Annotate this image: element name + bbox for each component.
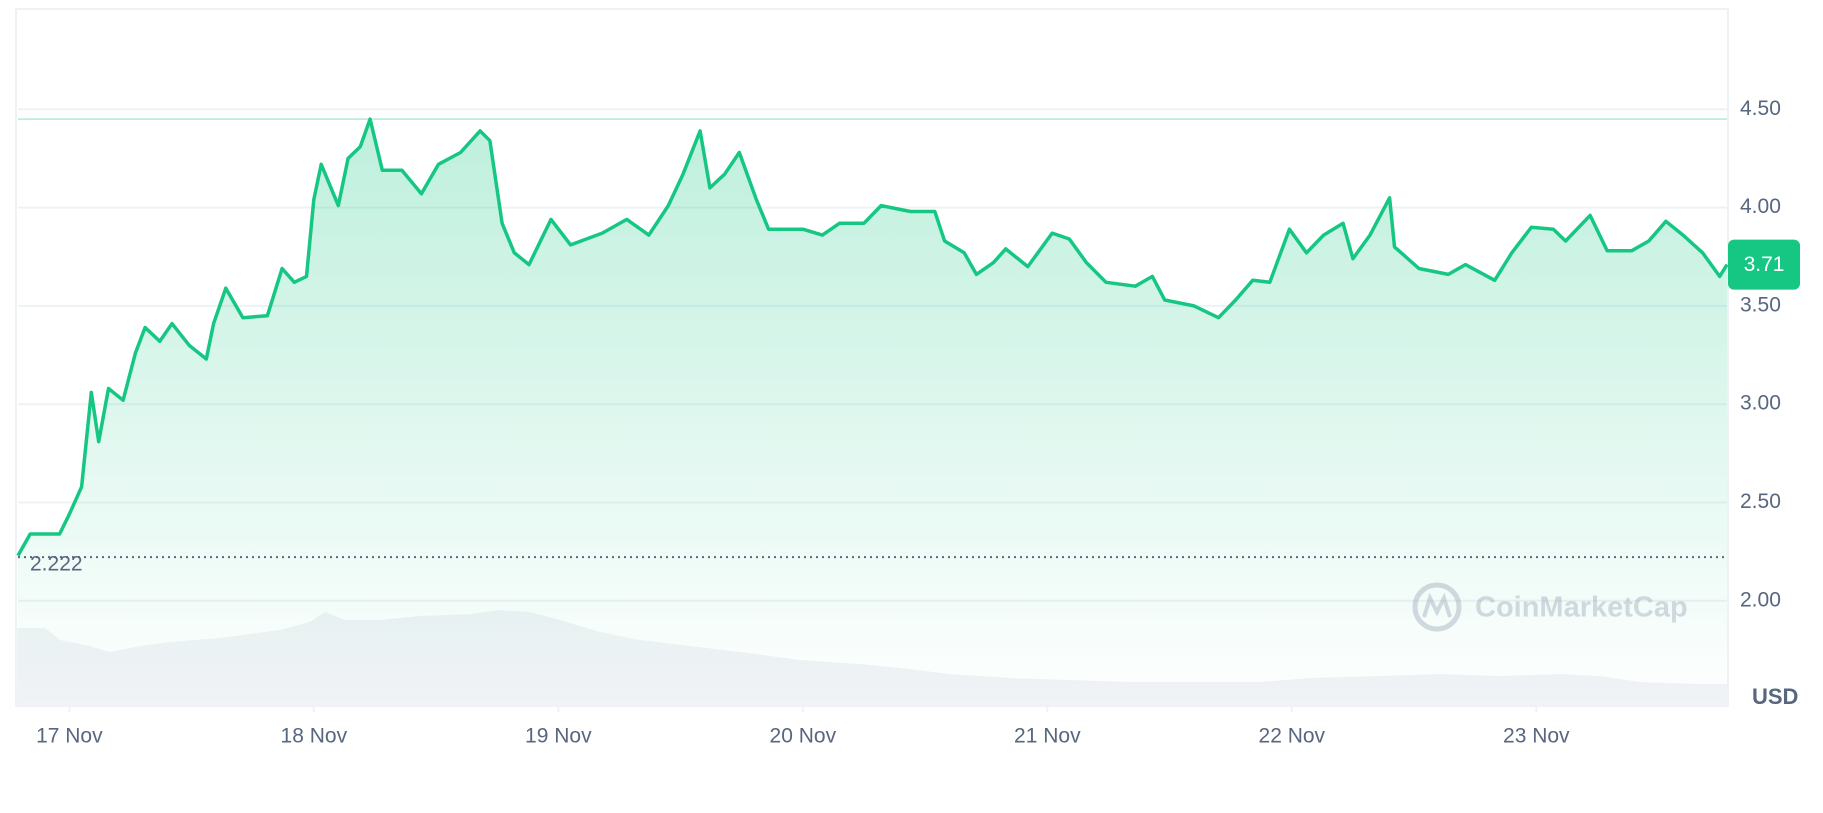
x-tick-label: 20 Nov [770,725,837,748]
x-tick-label: 19 Nov [525,725,592,748]
y-tick-label: 3.50 [1740,293,1781,316]
x-tick-label: 23 Nov [1503,725,1570,748]
x-tick-label: 18 Nov [281,725,348,748]
y-tick-label: 2.00 [1740,588,1781,611]
price-line [16,117,1729,557]
y-tick-label: 4.00 [1740,195,1781,218]
watermark-text: CoinMarketCap [1475,592,1688,624]
y-tick-label: 3.00 [1740,392,1781,415]
watermark: CoinMarketCap [1412,582,1688,632]
x-tick-label: 21 Nov [1014,725,1081,748]
area-fill [18,119,1727,707]
price-badge-label: 3.71 [1744,253,1785,276]
low-label: 2.222 [30,553,83,576]
y-tick-label: 4.50 [1740,97,1781,120]
x-tick-label: 17 Nov [36,725,103,748]
currency-label: USD [1752,684,1798,709]
x-tick-label: 22 Nov [1259,725,1326,748]
y-tick-label: 2.50 [1740,490,1781,513]
price-badge [1728,239,1800,290]
